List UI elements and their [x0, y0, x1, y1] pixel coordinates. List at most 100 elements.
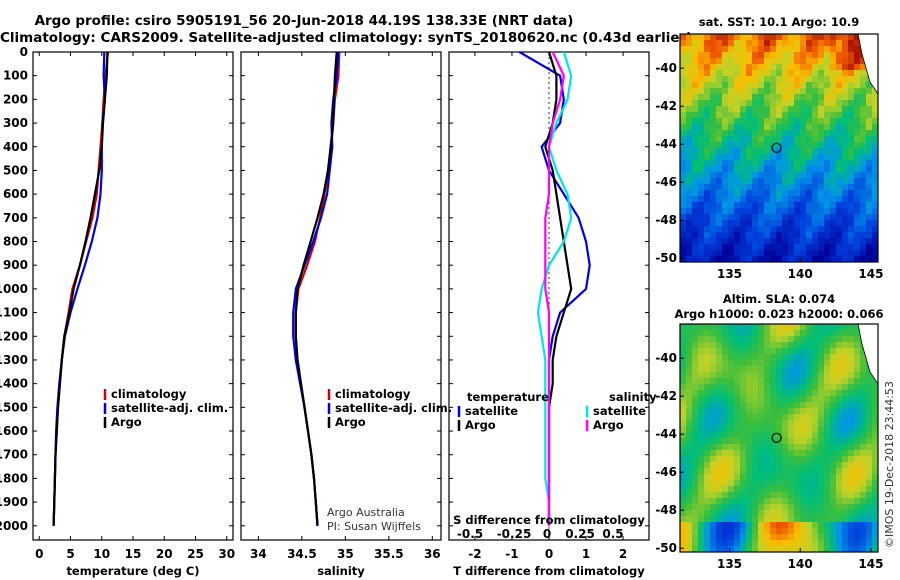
map-cell	[752, 522, 759, 529]
map-cell	[836, 112, 843, 119]
map-cell	[842, 172, 849, 179]
map-cell	[824, 250, 831, 257]
map-cell	[872, 432, 878, 439]
map-cell	[770, 220, 777, 227]
map-cell	[776, 402, 783, 409]
map-cell	[854, 480, 861, 487]
map-cell	[686, 444, 693, 451]
map-cell	[848, 106, 855, 113]
map-cell	[854, 516, 861, 523]
map-cell	[722, 480, 729, 487]
map-cell	[698, 52, 705, 59]
map-frame	[679, 33, 879, 263]
map-cell	[794, 360, 801, 367]
sst-field	[680, 34, 878, 262]
map-cell	[746, 498, 753, 505]
map-cell	[848, 58, 855, 65]
map-cell	[836, 324, 843, 331]
map-cell	[788, 426, 795, 433]
map-cell	[692, 372, 699, 379]
map-cell	[686, 438, 693, 445]
map-cell	[710, 372, 717, 379]
map-cell	[842, 462, 849, 469]
map-cell	[734, 148, 741, 155]
map-cell	[758, 426, 765, 433]
map-cell	[860, 232, 867, 239]
map-cell	[716, 366, 723, 373]
map-cell	[782, 528, 789, 535]
map-cell	[692, 142, 699, 149]
map-cell	[716, 414, 723, 421]
map-cell	[836, 372, 843, 379]
map-cell	[800, 40, 807, 47]
map-cell	[848, 342, 855, 349]
map-cell	[722, 82, 729, 89]
map-cell	[746, 438, 753, 445]
map-cell	[842, 142, 849, 149]
map-cell	[866, 414, 873, 421]
map-cell	[818, 142, 825, 149]
map-cell	[752, 516, 759, 523]
map-cell	[854, 160, 861, 167]
map-cell	[800, 492, 807, 499]
map-cell	[698, 408, 705, 415]
map-cell	[836, 232, 843, 239]
map-cell	[752, 528, 759, 535]
map-cell	[722, 202, 729, 209]
map-cell	[692, 360, 699, 367]
map-cell	[836, 444, 843, 451]
map-cell	[728, 58, 735, 65]
map-cell	[770, 232, 777, 239]
map-cell	[746, 432, 753, 439]
map-cell	[872, 238, 878, 245]
map-cell	[692, 384, 699, 391]
map-cell	[812, 34, 819, 41]
map-cell	[818, 498, 825, 505]
map-cell	[764, 106, 771, 113]
map-cell	[860, 124, 867, 131]
map-cell	[680, 106, 687, 113]
map-cell	[710, 58, 717, 65]
map-cell	[710, 124, 717, 131]
map-cell	[734, 432, 741, 439]
map-cell	[860, 166, 867, 173]
map-cell	[692, 220, 699, 227]
map-cell	[716, 58, 723, 65]
map-cell	[710, 504, 717, 511]
map-cell	[872, 528, 878, 535]
map-cell	[704, 58, 711, 65]
map-cell	[776, 390, 783, 397]
map-cell	[848, 534, 855, 541]
map-cell	[770, 366, 777, 373]
map-cell	[692, 46, 699, 53]
map-cell	[716, 208, 723, 215]
map-cell	[692, 348, 699, 355]
map-cell	[692, 540, 699, 547]
map-cell	[806, 324, 813, 331]
map-cell	[872, 124, 878, 131]
map-cell	[764, 516, 771, 523]
map-cell	[764, 510, 771, 517]
map-cell	[812, 70, 819, 77]
map-cell	[722, 148, 729, 155]
map-cell	[848, 202, 855, 209]
map-cell	[716, 348, 723, 355]
map-cell	[680, 250, 687, 257]
map-cell	[836, 202, 843, 209]
map-cell	[692, 462, 699, 469]
map-cell	[740, 256, 747, 262]
map-cell	[830, 354, 837, 361]
map-cell	[680, 196, 687, 203]
map-cell	[716, 220, 723, 227]
map-cell	[764, 40, 771, 47]
map-cell	[734, 396, 741, 403]
map-cell	[680, 522, 687, 529]
map-cell	[824, 480, 831, 487]
map-cell	[770, 462, 777, 469]
map-cell	[758, 112, 765, 119]
map-cell	[770, 402, 777, 409]
map-cell	[728, 432, 735, 439]
map-cell	[758, 94, 765, 101]
map-cell	[842, 528, 849, 535]
